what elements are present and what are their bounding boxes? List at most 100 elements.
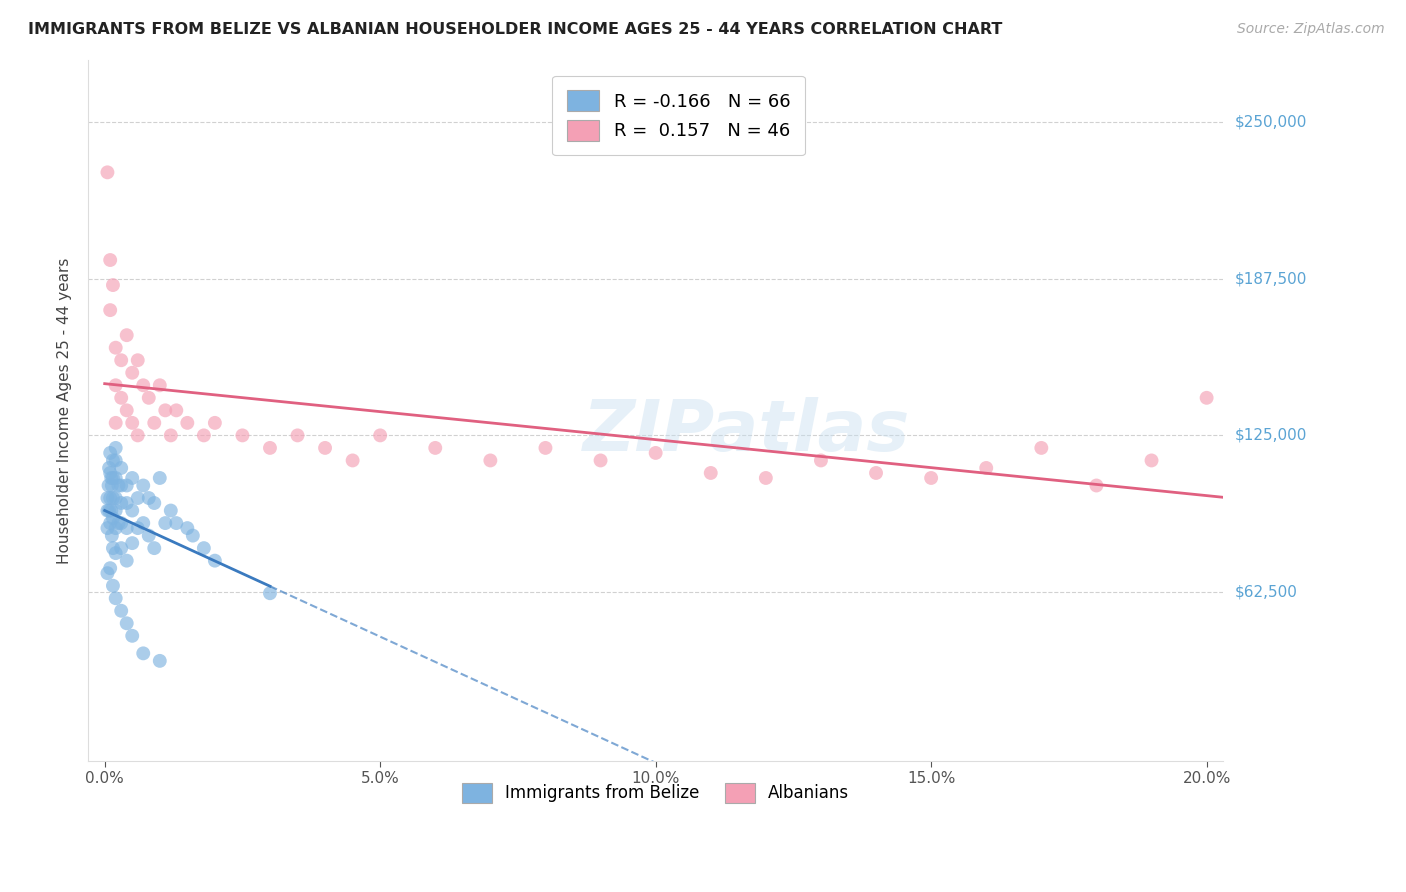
- Point: [149, 471, 172, 485]
- Point: [589, 453, 612, 467]
- Point: [110, 496, 132, 510]
- Point: [110, 478, 132, 492]
- Point: [107, 478, 129, 492]
- Point: [115, 403, 138, 417]
- Point: [98, 561, 121, 575]
- Point: [127, 353, 149, 368]
- Point: [165, 403, 187, 417]
- Point: [810, 453, 832, 467]
- Point: [368, 428, 391, 442]
- Legend: Immigrants from Belize, Albanians: Immigrants from Belize, Albanians: [449, 770, 862, 816]
- Point: [138, 528, 160, 542]
- Point: [104, 591, 127, 606]
- Point: [115, 616, 138, 631]
- Point: [644, 446, 666, 460]
- Point: [138, 391, 160, 405]
- Point: [176, 416, 198, 430]
- Point: [121, 536, 143, 550]
- Point: [115, 328, 138, 343]
- Point: [149, 378, 172, 392]
- Point: [1085, 478, 1108, 492]
- Point: [96, 165, 118, 179]
- Point: [974, 461, 997, 475]
- Point: [127, 491, 149, 505]
- Point: [115, 478, 138, 492]
- Point: [425, 441, 447, 455]
- Point: [181, 528, 204, 542]
- Point: [176, 521, 198, 535]
- Point: [314, 441, 336, 455]
- Point: [479, 453, 502, 467]
- Point: [132, 646, 155, 660]
- Point: [865, 466, 887, 480]
- Point: [110, 516, 132, 530]
- Text: Source: ZipAtlas.com: Source: ZipAtlas.com: [1237, 22, 1385, 37]
- Point: [534, 441, 557, 455]
- Text: ZIPatlas: ZIPatlas: [582, 397, 910, 466]
- Point: [101, 278, 124, 293]
- Point: [100, 471, 122, 485]
- Point: [138, 491, 160, 505]
- Point: [96, 566, 118, 581]
- Point: [1031, 441, 1053, 455]
- Point: [127, 428, 149, 442]
- Point: [96, 491, 118, 505]
- Point: [101, 491, 124, 505]
- Point: [104, 378, 127, 392]
- Point: [98, 253, 121, 268]
- Point: [920, 471, 942, 485]
- Point: [104, 546, 127, 560]
- Point: [110, 541, 132, 555]
- Point: [700, 466, 723, 480]
- Point: [101, 511, 124, 525]
- Point: [110, 604, 132, 618]
- Point: [121, 629, 143, 643]
- Point: [159, 503, 181, 517]
- Point: [104, 341, 127, 355]
- Point: [143, 496, 166, 510]
- Point: [165, 516, 187, 530]
- Point: [155, 516, 177, 530]
- Point: [115, 496, 138, 510]
- Point: [121, 416, 143, 430]
- Point: [98, 303, 121, 318]
- Point: [110, 461, 132, 475]
- Text: $187,500: $187,500: [1234, 271, 1306, 286]
- Point: [155, 403, 177, 417]
- Point: [159, 428, 181, 442]
- Point: [204, 554, 226, 568]
- Point: [107, 516, 129, 530]
- Text: $125,000: $125,000: [1234, 428, 1306, 443]
- Point: [127, 521, 149, 535]
- Point: [104, 491, 127, 505]
- Text: $250,000: $250,000: [1234, 115, 1306, 129]
- Point: [143, 541, 166, 555]
- Point: [104, 471, 127, 485]
- Point: [98, 466, 121, 480]
- Point: [132, 516, 155, 530]
- Point: [104, 416, 127, 430]
- Point: [101, 579, 124, 593]
- Point: [259, 586, 281, 600]
- Point: [287, 428, 309, 442]
- Point: [204, 416, 226, 430]
- Point: [110, 353, 132, 368]
- Point: [98, 446, 121, 460]
- Point: [132, 378, 155, 392]
- Point: [101, 541, 124, 555]
- Point: [98, 491, 121, 505]
- Point: [115, 554, 138, 568]
- Point: [101, 478, 124, 492]
- Point: [98, 516, 121, 530]
- Point: [104, 503, 127, 517]
- Point: [104, 453, 127, 467]
- Point: [1140, 453, 1163, 467]
- Point: [755, 471, 778, 485]
- Point: [1195, 391, 1218, 405]
- Point: [96, 503, 118, 517]
- Y-axis label: Householder Income Ages 25 - 44 years: Householder Income Ages 25 - 44 years: [58, 257, 72, 564]
- Point: [193, 541, 215, 555]
- Point: [97, 478, 120, 492]
- Point: [132, 478, 155, 492]
- Point: [259, 441, 281, 455]
